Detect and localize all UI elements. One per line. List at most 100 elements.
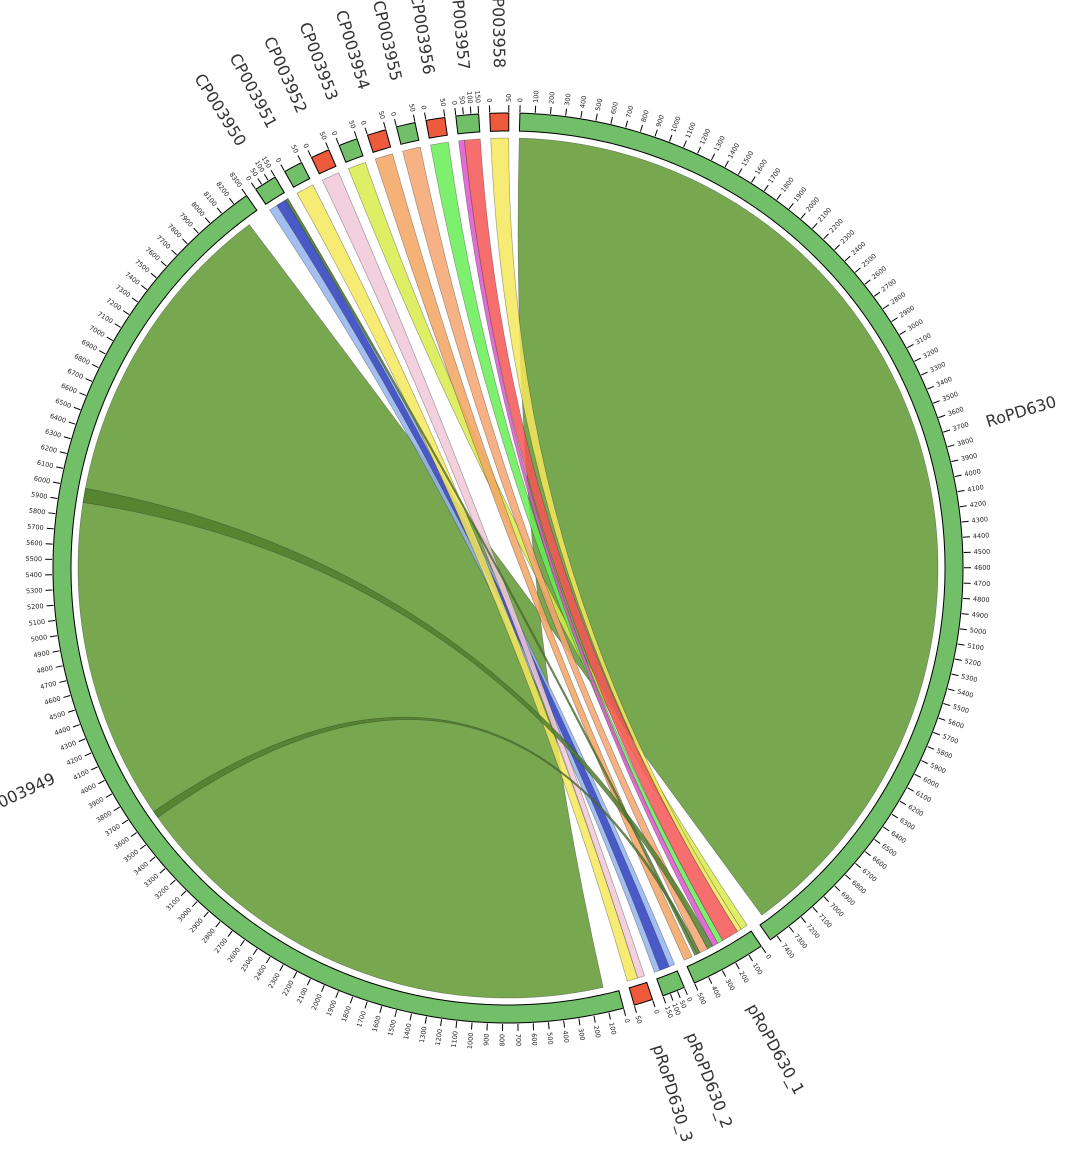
tick-label: 6600 (60, 382, 78, 396)
tick-label: 50 (289, 144, 300, 155)
tick-mark (711, 153, 716, 161)
tick-mark (59, 680, 67, 683)
segment-name: CP003955 (369, 0, 406, 83)
tick-mark (634, 1005, 637, 1013)
tick-label: 0 (301, 142, 310, 149)
tick-label: 1700 (767, 167, 783, 185)
tick-label: 0 (764, 953, 773, 961)
tick-label: 3800 (95, 809, 113, 824)
tick-mark (121, 819, 129, 825)
tick-label: 3600 (947, 405, 965, 418)
tick-mark (114, 323, 121, 328)
tick-mark (203, 911, 209, 918)
tick-label: 4500 (48, 709, 66, 722)
tick-mark (662, 996, 667, 1004)
tick-mark (855, 862, 862, 869)
tick-mark (279, 964, 284, 972)
tick-label: 2800 (889, 290, 907, 306)
tick-label: 600 (530, 1033, 539, 1046)
tick-label: 4400 (53, 724, 71, 737)
tick-mark (241, 188, 247, 196)
tick-mark (669, 993, 674, 1001)
tick-mark (547, 1022, 550, 1030)
tick-label: 6700 (66, 367, 84, 381)
tick-label: 6300 (44, 427, 62, 439)
tick-mark (364, 1001, 368, 1009)
tick-label: 800 (498, 1034, 506, 1047)
tick-label: 700 (624, 105, 635, 119)
tick-label: 3300 (142, 872, 160, 889)
tick-label: 500 (594, 98, 604, 112)
tick-label: 3700 (952, 420, 970, 433)
tick-mark (52, 650, 60, 653)
tick-mark (683, 140, 687, 148)
tick-mark (947, 444, 955, 448)
tick-mark (684, 988, 688, 996)
tick-mark (149, 856, 156, 862)
tick-label: 1500 (386, 1019, 398, 1037)
segment-band (628, 981, 654, 1006)
tick-mark (735, 962, 740, 970)
tick-mark (864, 279, 871, 285)
tick-mark (610, 116, 613, 124)
tick-label: 100 (670, 1002, 682, 1016)
tick-mark (891, 317, 898, 322)
tick-mark (864, 851, 871, 857)
tick-label: 7400 (780, 942, 796, 960)
tick-label: 1800 (779, 176, 795, 194)
tick-mark (443, 109, 446, 117)
tick-mark (180, 890, 187, 897)
tick-mark (751, 176, 756, 183)
tick-label: 400 (579, 95, 589, 109)
tick-mark (63, 695, 71, 698)
tick-mark (98, 780, 105, 785)
tick-label: 0 (622, 1018, 631, 1024)
tick-mark (639, 124, 643, 132)
tick-mark (56, 466, 64, 469)
tick-label: 1100 (684, 121, 698, 139)
tick-label: 2100 (816, 206, 833, 224)
tick-label: 1000 (669, 115, 682, 133)
tick-mark (907, 343, 914, 349)
tick-label: 3100 (164, 895, 181, 912)
tick-label: 1900 (325, 999, 339, 1017)
tick-mark (943, 429, 951, 433)
tick-mark (263, 174, 269, 181)
tick-mark (737, 168, 743, 175)
tick-mark (844, 255, 851, 262)
tick-label: 6600 (871, 855, 889, 872)
tick-mark (844, 874, 851, 880)
tick-label: 3700 (104, 822, 122, 838)
tick-mark (140, 284, 148, 291)
tick-label: 7100 (816, 912, 833, 930)
tick-mark (593, 1015, 596, 1023)
tick-mark (48, 620, 56, 622)
tick-mark (914, 357, 921, 362)
tick-label: 4000 (79, 782, 97, 797)
tick-label: 6900 (80, 338, 98, 353)
tick-label: 6400 (889, 829, 907, 845)
link-ribbon (276, 199, 670, 971)
tick-mark (409, 1013, 412, 1021)
tick-label: 1800 (340, 1005, 353, 1023)
tick-label: 3900 (960, 452, 978, 464)
tick-mark (565, 108, 568, 116)
tick-label: 7000 (88, 324, 106, 339)
tick-mark (883, 826, 890, 832)
segment-band (686, 930, 762, 984)
tick-mark (776, 193, 782, 200)
tick-label: 7200 (105, 296, 123, 312)
tick-mark (549, 106, 552, 115)
tick-mark (580, 110, 583, 118)
link-ribbon (285, 198, 698, 956)
tick-mark (951, 459, 959, 463)
tick-mark (227, 930, 233, 937)
tick-mark (193, 227, 199, 234)
tick-label: 7900 (177, 211, 194, 229)
tick-mark (91, 364, 99, 368)
tick-label: 800 (640, 109, 651, 123)
tick-mark (364, 127, 368, 135)
tick-mark (708, 977, 713, 984)
tick-mark (293, 971, 298, 979)
